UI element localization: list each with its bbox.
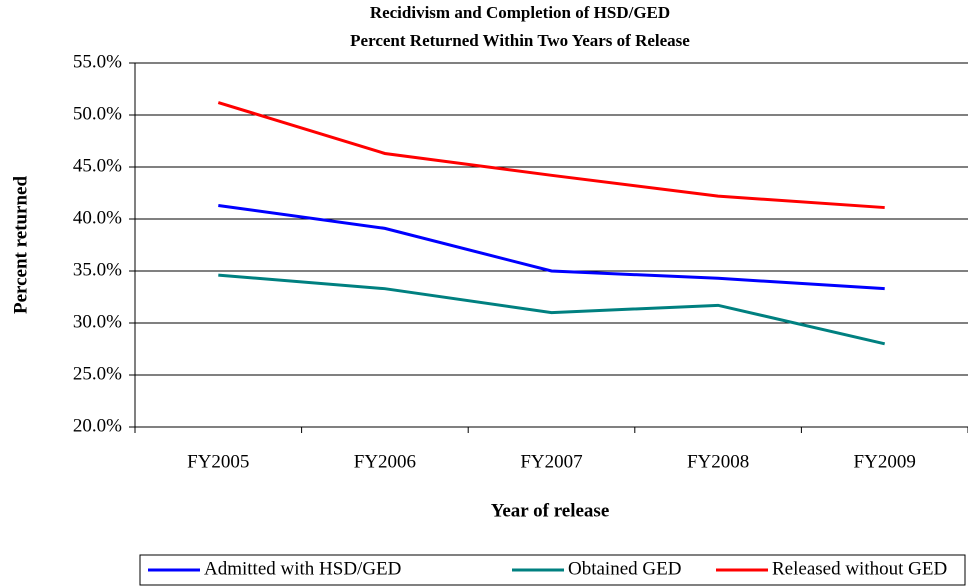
y-tick-label: 45.0% (73, 155, 122, 176)
y-tick-label: 30.0% (73, 311, 122, 332)
x-tick-label: FY2006 (354, 451, 416, 472)
legend-label: Obtained GED (568, 558, 681, 579)
y-tick-label: 50.0% (73, 103, 122, 124)
x-tick-label: FY2007 (520, 451, 582, 472)
y-tick-label: 40.0% (73, 207, 122, 228)
chart-subtitle: Percent Returned Within Two Years of Rel… (350, 31, 690, 50)
y-axis-title: Percent returned (10, 176, 31, 314)
series-line (218, 203, 885, 291)
y-tick-label: 55.0% (73, 51, 122, 72)
x-tick-label: FY2009 (854, 451, 916, 472)
y-tick-label: 20.0% (73, 415, 122, 436)
x-tick-label: FY2008 (687, 451, 749, 472)
legend-label: Released without GED (772, 558, 947, 579)
y-tick-label: 25.0% (73, 363, 122, 384)
legend-label: Admitted with HSD/GED (204, 558, 401, 579)
x-tick-label: FY2005 (187, 451, 249, 472)
y-tick-label: 35.0% (73, 259, 122, 280)
x-axis-title: Year of release (491, 500, 610, 521)
series-line (217, 101, 885, 210)
chart-title: Recidivism and Completion of HSD/GED (370, 3, 670, 22)
series-line (218, 273, 886, 346)
